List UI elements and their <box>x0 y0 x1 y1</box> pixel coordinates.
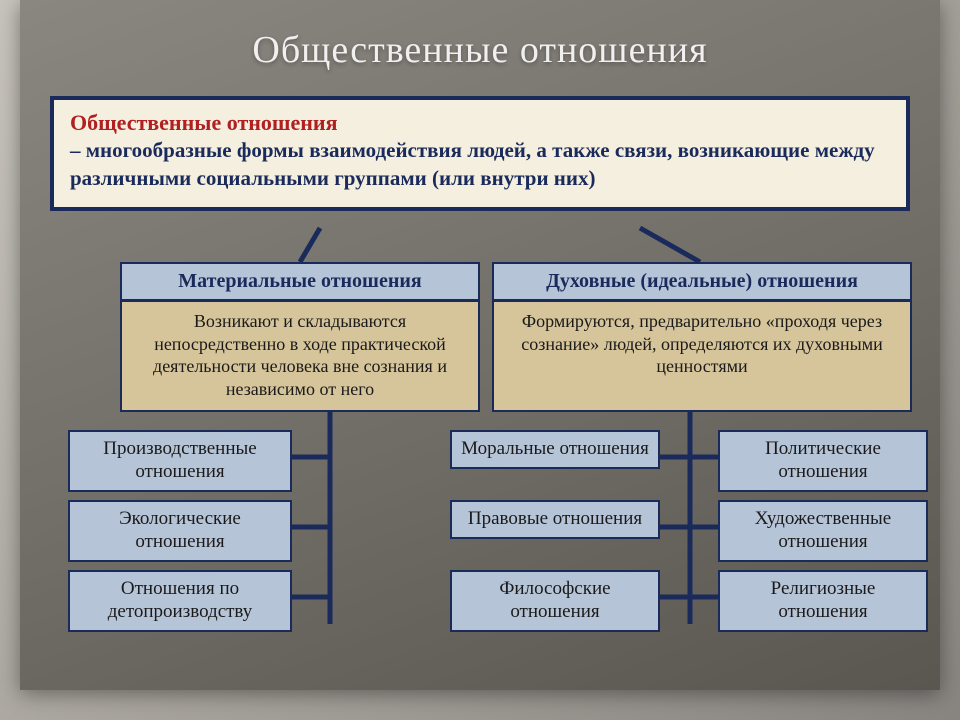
leaf-right-c1-2: Философские отношения <box>450 570 660 632</box>
leaf-right-c2-2: Религиозные отношения <box>718 570 928 632</box>
slide-title: Общественные отношения <box>20 0 940 92</box>
leaf-right-c2-1: Художественные отношения <box>718 500 928 562</box>
slide: Общественные отношения Общественные отно… <box>20 0 940 690</box>
right-branch-header: Духовные (идеальные) отношения <box>492 262 912 301</box>
left-branch-header: Материальные отношения <box>120 262 480 301</box>
leaf-right-c1-0: Моральные отношения <box>450 430 660 469</box>
leaf-right-c1-1: Правовые отношения <box>450 500 660 539</box>
leaf-left-0: Производственные отношения <box>68 430 292 492</box>
definition-box: Общественные отношения – многообразные ф… <box>50 96 910 211</box>
leaf-left-2: Отношения по детопроизводству <box>68 570 292 632</box>
leaf-left-1: Экологические отношения <box>68 500 292 562</box>
definition-text: – многообразные формы взаимодействия люд… <box>70 138 875 190</box>
definition-term: Общественные отношения <box>70 110 338 135</box>
leaf-right-c2-0: Политические отношения <box>718 430 928 492</box>
right-branch-body: Формируются, предварительно «проходя чер… <box>492 300 912 412</box>
left-branch-body: Возникают и складываются непосредственно… <box>120 300 480 412</box>
